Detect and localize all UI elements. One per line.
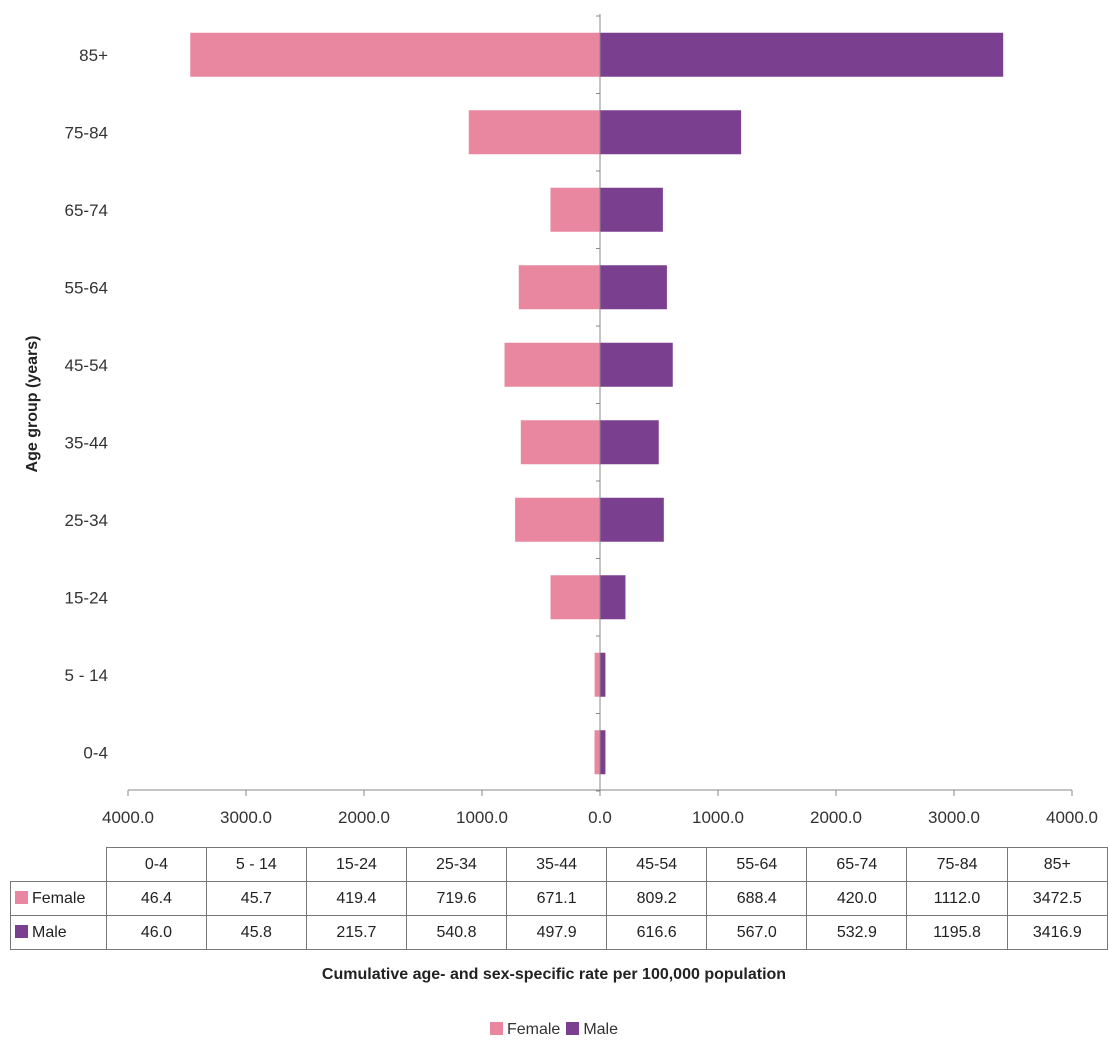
y-tick-label: 0-4: [83, 743, 108, 762]
table-cell: 215.7: [305, 915, 407, 950]
male-bar-55-64: [600, 265, 667, 310]
male-bar-45-54: [600, 342, 673, 387]
male-bar-35-44: [600, 420, 659, 465]
table-row-female: Female 46.4 45.7 419.4 719.6 671.1 809.2 688.4 4…: [10, 881, 1108, 916]
legend-swatch-icon: [566, 1022, 580, 1035]
female-bars: [190, 32, 600, 775]
female-bar-65-74: [550, 187, 600, 232]
table-column-header: 85+: [1006, 847, 1108, 882]
table-column-header: 0-4: [105, 847, 207, 882]
male-bar-15-24: [600, 575, 626, 620]
table-row-male: Male 46.0 45.8 215.7 540.8 497.9 616.6 567.0 532…: [10, 915, 1108, 950]
x-tick-label: 1000.0: [692, 808, 744, 827]
y-axis-title: Age group (years): [24, 336, 41, 473]
male-bar-25-34: [600, 497, 664, 542]
legend-item-female: Female: [489, 1021, 561, 1039]
x-tick-label: 0.0: [588, 808, 612, 827]
table-column-header: 35-44: [506, 847, 608, 882]
legend-label: Male: [583, 1021, 619, 1038]
table-column-header: 45-54: [606, 847, 708, 882]
y-tick-label: 25-34: [65, 511, 108, 530]
y-tick-label: 35-44: [65, 433, 108, 452]
table-column-header: 75-84: [906, 847, 1008, 882]
male-bar-75-84: [600, 110, 742, 155]
male-bar-85+: [600, 32, 1004, 77]
male-bars: [600, 32, 1004, 775]
legend: Female Male: [0, 1021, 1108, 1039]
female-bar-35-44: [520, 420, 600, 465]
table-cell: 809.2: [606, 881, 708, 916]
table-column-header: 15-24: [305, 847, 407, 882]
female-bar-15-24: [550, 575, 600, 620]
table-row-header: Male: [10, 915, 107, 950]
table-cell: 46.4: [105, 881, 207, 916]
y-tick-label: 15-24: [65, 588, 108, 607]
legend-swatch-icon: [489, 1022, 503, 1035]
table-cell: 1112.0: [906, 881, 1008, 916]
table-cell: 45.7: [205, 881, 307, 916]
table-cell: 1195.8: [906, 915, 1008, 950]
table-cell: 532.9: [806, 915, 908, 950]
data-table: 0-4 5 - 14 15-24 25-34 35-44 45-54 55-64 65-74 7…: [10, 847, 1108, 950]
table-cell: 719.6: [405, 881, 508, 916]
y-tick-label: 55-64: [65, 278, 108, 297]
table-column-header: 65-74: [806, 847, 908, 882]
table-cell: 671.1: [506, 881, 608, 916]
female-bar-5-14: [594, 652, 600, 697]
legend-item-male: Male: [566, 1021, 618, 1039]
legend-swatch-icon: [15, 890, 28, 904]
x-tick-label: 3000.0: [928, 808, 980, 827]
male-bar-65-74: [600, 187, 663, 232]
x-tick-label: 1000.0: [456, 808, 508, 827]
x-axis-title: Cumulative age- and sex-specific rate pe…: [321, 966, 787, 983]
table-cell: 497.9: [506, 915, 608, 950]
table-row-header: Female: [10, 881, 107, 916]
axes: [127, 14, 1073, 796]
y-tick-label: 5 - 14: [65, 666, 108, 685]
table-cell: 616.6: [606, 915, 708, 950]
table-column-header: 55-64: [706, 847, 808, 882]
y-tick-label: 75-84: [65, 123, 108, 142]
table-cell: 420.0: [806, 881, 908, 916]
female-bar-25-34: [515, 497, 600, 542]
x-tick-label: 2000.0: [338, 808, 390, 827]
male-bar-5-14: [600, 652, 606, 697]
series-name: Female: [32, 889, 86, 907]
y-tick-labels: 0-4 5 - 14 15-24 25-34 35-44 45-54 55-64 65-74 7…: [65, 46, 109, 763]
table-column-header: 25-34: [405, 847, 508, 882]
table-cell: 540.8: [405, 915, 508, 950]
x-tick-label: 3000.0: [220, 808, 272, 827]
table-cell: 45.8: [205, 915, 307, 950]
x-tick-label: 2000.0: [810, 808, 862, 827]
x-tick-labels: 4000.0 3000.0 2000.0 1000.0 0.0 1000.0 2000.0 3…: [102, 808, 1098, 827]
table-cell: 46.0: [105, 915, 207, 950]
y-tick-label: 85+: [79, 46, 108, 65]
legend-label: Female: [506, 1021, 561, 1038]
series-name: Male: [32, 923, 67, 941]
female-bar-45-54: [504, 342, 600, 387]
female-bar-85+: [190, 32, 600, 77]
pyramid-chart: Age group (years) 0-4 5 - 14 15-24 25-34 35-…: [24, 14, 1098, 827]
x-tick-label: 4000.0: [102, 808, 154, 827]
legend-swatch-icon: [15, 924, 28, 938]
table-column-header: 5 - 14: [205, 847, 307, 882]
table-cell: 688.4: [706, 881, 808, 916]
female-bar-0-4: [594, 730, 600, 775]
table-header-row: 0-4 5 - 14 15-24 25-34 35-44 45-54 55-64 65-74 7…: [10, 847, 1108, 882]
table-cell: 567.0: [706, 915, 808, 950]
male-bar-0-4: [600, 730, 606, 775]
table-cell: 419.4: [305, 881, 407, 916]
female-bar-55-64: [518, 265, 600, 310]
y-tick-label: 65-74: [65, 201, 108, 220]
x-tick-label: 4000.0: [1046, 808, 1098, 827]
table-corner: [10, 847, 107, 882]
y-tick-label: 45-54: [65, 356, 108, 375]
female-bar-75-84: [468, 110, 600, 155]
table-cell: 3472.5: [1006, 881, 1108, 916]
table-cell: 3416.9: [1006, 915, 1108, 950]
